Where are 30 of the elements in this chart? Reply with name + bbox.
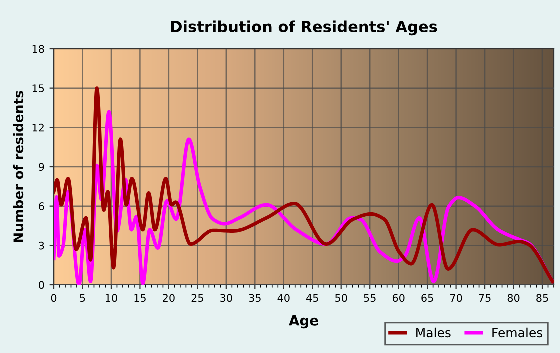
y-tick-label: 3 — [39, 242, 44, 250]
legend-label: Males — [416, 328, 451, 338]
y-tick-label: 12 — [32, 124, 44, 132]
x-tick-label: 5 — [80, 294, 86, 302]
y-tick-label: 15 — [32, 84, 44, 92]
x-tick-label: 40 — [278, 294, 290, 302]
x-tick-label: 0 — [51, 294, 57, 302]
y-tick-label: 6 — [39, 202, 44, 210]
x-tick-label: 60 — [392, 294, 405, 302]
x-tick-label: 20 — [163, 294, 175, 302]
x-tick-label: 45 — [306, 294, 318, 302]
y-tick-label: 18 — [32, 45, 44, 54]
chart-title: Distribution of Residents' Ages — [171, 20, 438, 36]
y-tick-label: 0 — [39, 281, 44, 290]
x-tick-label: 80 — [508, 294, 520, 302]
y-tick-label: 9 — [39, 163, 44, 172]
x-tick-label: 15 — [134, 294, 146, 302]
x-axis-title: Age — [289, 316, 318, 329]
x-tick-label: 70 — [450, 294, 462, 302]
x-tick-label: 65 — [422, 294, 434, 302]
x-tick-label: 25 — [192, 294, 204, 302]
x-tick-label: 85 — [536, 294, 548, 302]
x-tick-label: 55 — [364, 294, 376, 302]
x-tick-label: 10 — [106, 294, 118, 302]
y-axis-title: Number of residents — [13, 91, 24, 242]
x-tick-label: 50 — [336, 294, 348, 302]
x-tick-label: 30 — [220, 294, 232, 302]
legend-label: Females — [492, 328, 543, 338]
x-tick-label: 75 — [479, 294, 491, 302]
x-tick-label: 35 — [249, 294, 261, 302]
